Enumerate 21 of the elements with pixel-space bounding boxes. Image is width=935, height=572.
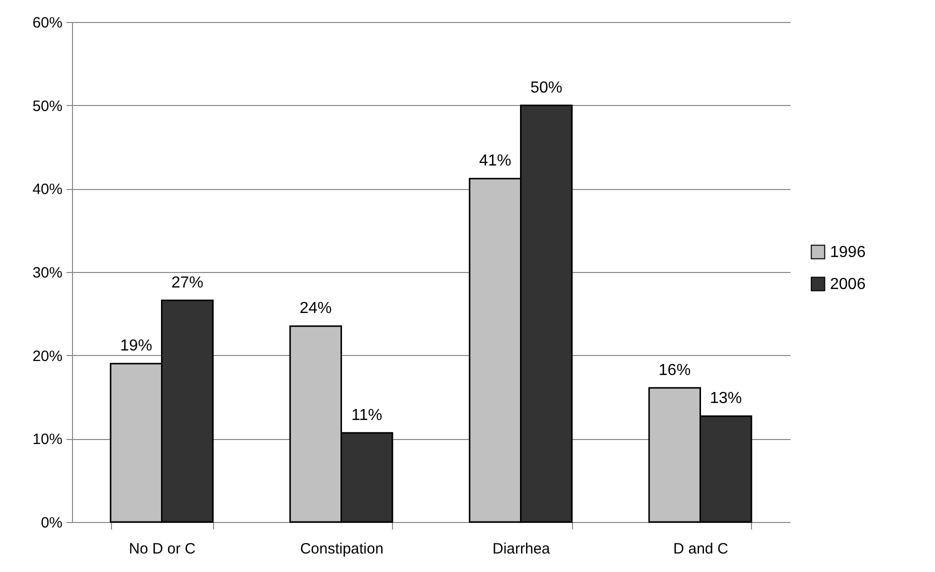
data-label: 27% [171, 274, 204, 292]
data-label: 24% [300, 300, 332, 318]
data-label: 16% [658, 362, 691, 379]
y-tick-label: 10% [32, 431, 62, 448]
x-tick-label: Diarrhea [492, 540, 551, 558]
data-label: 50% [530, 79, 562, 96]
y-tick-label: 40% [32, 181, 62, 198]
y-tick-label: 60% [32, 14, 62, 32]
x-tick-label: Constipation [300, 540, 384, 558]
y-tick-label: 0% [40, 514, 62, 532]
y-tick-label: 30% [32, 264, 62, 282]
x-tick-label: D and C [673, 540, 728, 558]
data-label: 41% [479, 152, 512, 170]
data-label: 19% [120, 338, 152, 355]
legend-label: 2006 [830, 276, 866, 293]
x-tick-label: No D or C [128, 540, 196, 558]
y-tick-label: 20% [32, 348, 62, 365]
data-label: 13% [710, 390, 742, 408]
y-tick-label: 50% [32, 98, 62, 115]
legend-label: 1996 [830, 244, 866, 261]
data-label: 11% [351, 406, 382, 424]
